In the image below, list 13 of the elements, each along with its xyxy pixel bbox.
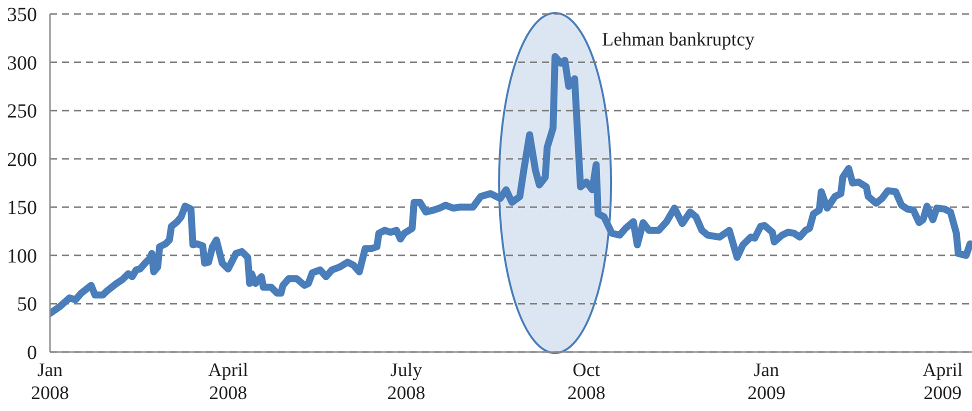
y-tick-label: 350 xyxy=(7,4,37,26)
y-tick-label: 100 xyxy=(7,245,37,268)
y-tick-label: 200 xyxy=(7,148,37,171)
x-tick-label: July 2008 xyxy=(387,360,426,404)
x-tick-label: Jan 2009 xyxy=(747,360,786,404)
y-tick-label: 250 xyxy=(7,100,37,123)
x-tick-label: April 2008 xyxy=(208,360,248,404)
y-tick-label: 300 xyxy=(7,52,37,74)
annotation: Lehman bankruptcy xyxy=(602,29,756,50)
y-tick-label: 150 xyxy=(7,197,37,220)
x-tick-label: April 2009 xyxy=(922,360,963,404)
x-tick-label: Oct 2008 xyxy=(567,360,606,404)
y-tick-label: 50 xyxy=(17,294,37,316)
